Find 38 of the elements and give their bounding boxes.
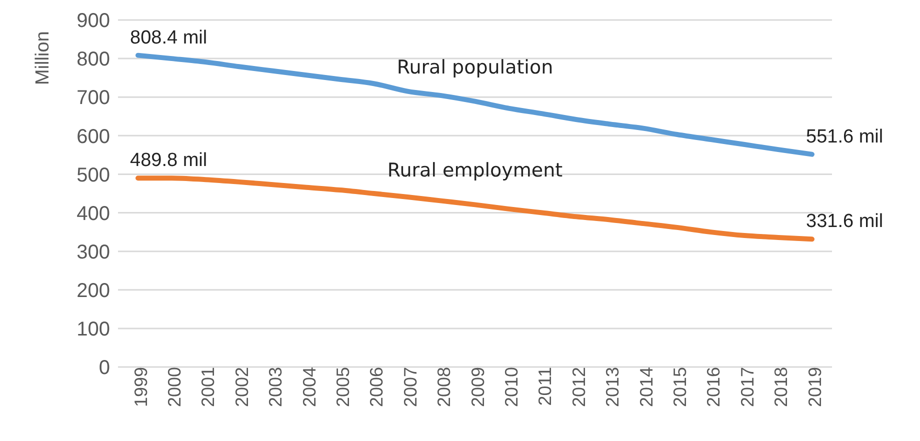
x-tick-label: 2017 [737, 367, 758, 408]
x-tick-label: 2004 [299, 367, 320, 408]
y-tick-label: 700 [76, 87, 110, 110]
x-tick-label: 1999 [130, 367, 151, 408]
x-tick-label: 2008 [434, 367, 454, 408]
y-tick-label: 100 [76, 318, 110, 341]
y-tick-label: 300 [76, 241, 110, 264]
x-tick-label: 2016 [704, 367, 724, 408]
x-tick-label: 2001 [198, 367, 218, 408]
x-tick-label: 2002 [232, 367, 252, 408]
y-tick-label: 500 [76, 164, 110, 186]
series-label: Rural employment [387, 160, 563, 182]
y-tick-label: 0 [98, 357, 110, 380]
y-axis-title: Million [32, 31, 54, 85]
x-tick-label: 2003 [266, 367, 286, 408]
data-label: 331.6 mil [806, 211, 884, 232]
y-tick-label: 900 [76, 10, 110, 32]
y-tick-label: 600 [76, 126, 110, 148]
x-tick-label: 2018 [771, 367, 792, 408]
y-tick-label: 400 [76, 202, 110, 225]
data-label: 489.8 mil [130, 150, 208, 172]
x-tick-label: 2009 [468, 367, 488, 408]
x-tick-label: 2005 [332, 367, 353, 408]
data-label: 551.6 mil [806, 126, 884, 148]
data-label: 808.4 mil [130, 27, 208, 48]
x-tick-label: 2019 [804, 367, 825, 408]
y-tick-label: 200 [76, 280, 110, 302]
x-tick-label: 2011 [535, 367, 556, 406]
x-tick-label: 2015 [670, 367, 690, 408]
x-tick-label: 2010 [501, 367, 522, 408]
x-tick-label: 2007 [400, 367, 420, 408]
y-tick-label: 800 [76, 48, 110, 71]
x-tick-label: 2000 [164, 367, 184, 408]
series-label: Rural population [396, 56, 554, 78]
x-tick-label: 2013 [602, 367, 623, 408]
x-tick-label: 2014 [636, 367, 656, 408]
x-tick-label: 2006 [366, 367, 387, 408]
x-tick-label: 2012 [568, 367, 589, 408]
